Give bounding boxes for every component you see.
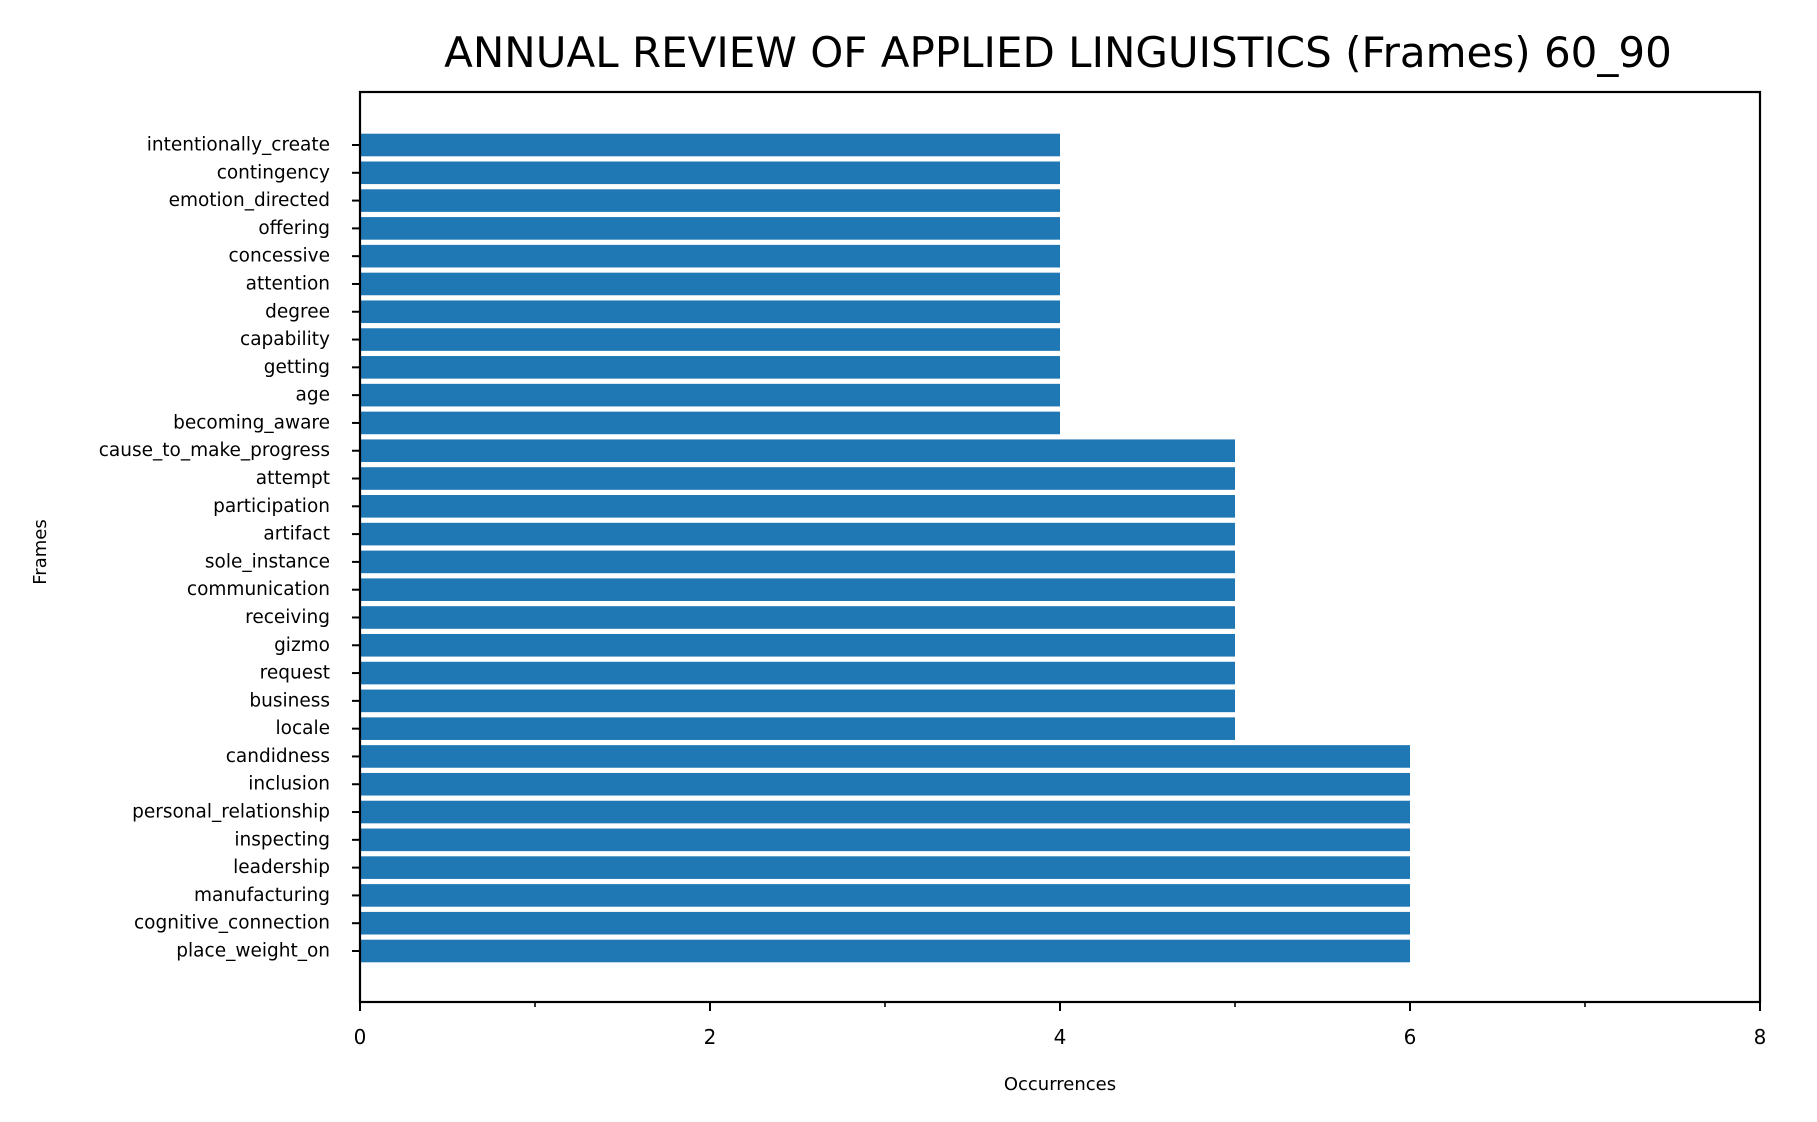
y-tick-label: request xyxy=(260,663,330,684)
x-axis-label: Occurrences xyxy=(1004,1074,1116,1095)
bar-receiving xyxy=(360,606,1235,629)
bar-becoming-aware xyxy=(360,411,1060,435)
y-tick-label: gizmo xyxy=(274,635,330,656)
y-tick-label: emotion_directed xyxy=(169,190,330,211)
bar-candidness xyxy=(360,745,1410,768)
y-tick-label: leadership xyxy=(233,857,330,878)
y-tick-label: participation xyxy=(213,496,330,517)
y-tick-label: attention xyxy=(246,273,330,294)
y-tick-label: cause_to_make_progress xyxy=(99,440,330,461)
bar-request xyxy=(360,661,1235,685)
bar-getting xyxy=(360,356,1060,379)
bar-intentionally-create xyxy=(360,133,1060,157)
bar-attempt xyxy=(360,467,1235,490)
bar-sole-instance xyxy=(360,550,1235,574)
plot-frame xyxy=(358,90,1762,1004)
y-tick-label: getting xyxy=(264,357,330,378)
x-tick-label: 6 xyxy=(1404,1025,1417,1049)
y-tick-label: cognitive_connection xyxy=(134,913,330,934)
bar-cause-to-make-progress xyxy=(360,439,1235,463)
bar-artifact xyxy=(360,522,1235,546)
y-tick-label: intentionally_create xyxy=(147,135,330,156)
x-tick-label: 8 xyxy=(1754,1025,1767,1049)
y-tick-label: age xyxy=(296,385,330,406)
bar-participation xyxy=(360,495,1235,518)
y-tick-label: contingency xyxy=(217,162,330,183)
y-tick-label: artifact xyxy=(263,524,330,545)
bar-inspecting xyxy=(360,828,1410,852)
bar-place-weight-on xyxy=(360,939,1410,963)
bar-contingency xyxy=(360,161,1060,185)
y-tick-label: offering xyxy=(258,218,330,239)
bar-personal-relationship xyxy=(360,800,1410,824)
y-tick-label: sole_instance xyxy=(205,551,330,572)
bar-age xyxy=(360,383,1060,407)
bar-emotion-directed xyxy=(360,189,1060,212)
y-tick-label: place_weight_on xyxy=(176,941,330,962)
y-axis-ticks: intentionally_create contingency emotion_d… xyxy=(99,135,360,962)
bars-layer xyxy=(360,133,1410,963)
bar-inclusion xyxy=(360,772,1410,796)
y-tick-label: candidness xyxy=(226,746,330,767)
y-tick-label: locale xyxy=(276,718,331,739)
y-tick-label: capability xyxy=(240,329,330,350)
y-tick-label: inclusion xyxy=(248,774,330,795)
y-tick-label: concessive xyxy=(228,246,330,267)
y-tick-label: personal_relationship xyxy=(132,802,330,823)
bar-locale xyxy=(360,717,1235,740)
bar-offering xyxy=(360,217,1060,240)
y-tick-label: business xyxy=(249,690,330,711)
x-tick-label: 0 xyxy=(354,1025,367,1049)
bar-cognitive-connection xyxy=(360,911,1410,935)
y-tick-label: communication xyxy=(187,579,330,600)
bar-manufacturing xyxy=(360,884,1410,907)
bar-communication xyxy=(360,578,1235,601)
bar-capability xyxy=(360,328,1060,351)
bar-business xyxy=(360,689,1235,713)
bar-concessive xyxy=(360,244,1060,268)
x-tick-label: 2 xyxy=(704,1025,717,1049)
y-tick-label: degree xyxy=(265,301,330,322)
bar-degree xyxy=(360,300,1060,324)
bar-leadership xyxy=(360,856,1410,879)
bar-attention xyxy=(360,272,1060,296)
x-tick-label: 4 xyxy=(1054,1025,1067,1049)
y-tick-label: becoming_aware xyxy=(173,412,330,433)
chart-title: ANNUAL REVIEW OF APPLIED LINGUISTICS (Fr… xyxy=(444,28,1672,77)
y-tick-label: inspecting xyxy=(234,829,330,850)
y-tick-label: attempt xyxy=(256,468,330,489)
y-axis-label: Frames xyxy=(30,519,51,584)
bar-gizmo xyxy=(360,633,1235,657)
y-tick-label: receiving xyxy=(245,607,330,628)
y-tick-label: manufacturing xyxy=(194,885,330,906)
